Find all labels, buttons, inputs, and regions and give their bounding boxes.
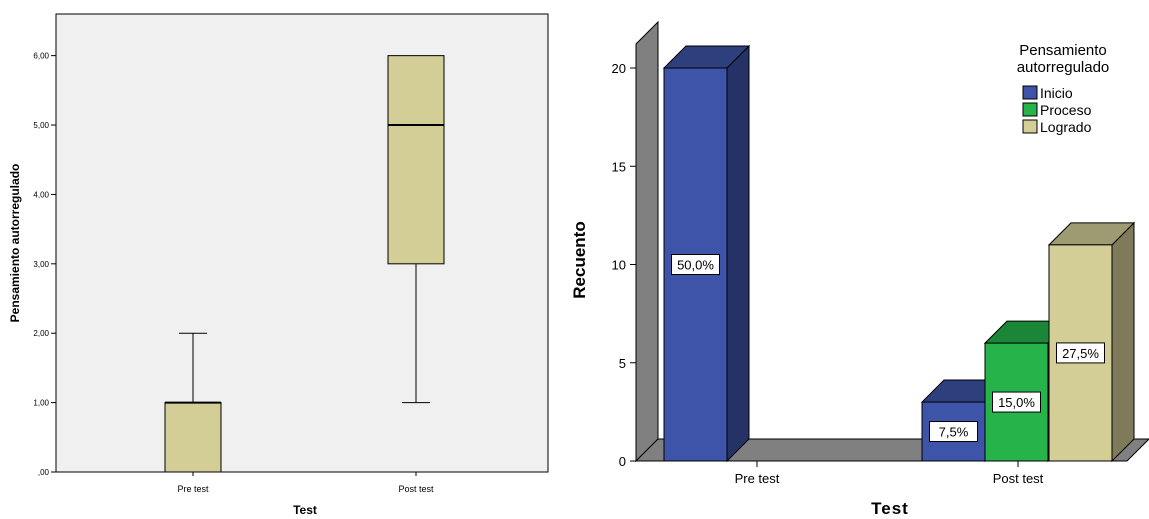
box-plot-area bbox=[55, 13, 549, 473]
box-y-tick-label: 2,00 bbox=[33, 329, 49, 338]
box-x-tick-label: Post test bbox=[398, 484, 434, 494]
bar-data-label: 50,0% bbox=[677, 258, 714, 273]
legend-title-line-2: autorregulado bbox=[1017, 59, 1110, 76]
box-x-tick-label: Pre test bbox=[177, 484, 209, 494]
bar-data-label-box bbox=[929, 421, 978, 443]
box-y-axis-label: Pensamiento autorregulado bbox=[8, 164, 22, 323]
bar-y-axis-label: Recuento bbox=[570, 221, 589, 298]
bar-data-label-box bbox=[992, 391, 1041, 413]
box-iqr bbox=[164, 402, 222, 473]
legend: Pensamiento autorregulado InicioProcesoL… bbox=[1017, 42, 1110, 135]
bar-chart: 0 5 10 15 20 Pre test Post test 50,0% 7,5% 15,0… bbox=[570, 20, 1149, 518]
bar-y-tick-label: 10 bbox=[612, 258, 626, 273]
bar-y-tick-label: 15 bbox=[612, 159, 626, 174]
bar-y-tick-label: 20 bbox=[612, 61, 626, 76]
legend-swatch bbox=[1022, 119, 1038, 134]
box-iqr bbox=[387, 55, 445, 265]
bar-side-face bbox=[1111, 221, 1135, 463]
bar-y-tick-label: 0 bbox=[619, 454, 626, 469]
legend-title-line-1: Pensamiento bbox=[1019, 42, 1107, 59]
legend-entry: Proceso bbox=[1040, 102, 1092, 118]
bar-data-label: 7,5% bbox=[939, 425, 969, 440]
bar-y-tick-label: 5 bbox=[619, 356, 626, 371]
bar-left-wall bbox=[635, 20, 659, 463]
box-y-tick-label: 4,00 bbox=[33, 190, 49, 199]
bar-x-axis-label: Test bbox=[871, 499, 909, 518]
bar-data-label-box bbox=[1056, 342, 1105, 364]
box-y-tick-label: 5,00 bbox=[33, 121, 49, 130]
legend-entry: Logrado bbox=[1040, 119, 1092, 135]
legend-entry: Inicio bbox=[1040, 85, 1073, 101]
bar-data-label-box bbox=[671, 254, 720, 275]
box-y-tick-label: 1,00 bbox=[33, 399, 49, 408]
box-plot-chart: ,00 1,00 2,00 3,00 4,00 5,00 6,00 Pre test Post… bbox=[8, 13, 549, 517]
bar-x-tick-label: Post test bbox=[993, 471, 1044, 486]
legend-swatch bbox=[1022, 85, 1038, 100]
box-y-tick-label: ,00 bbox=[38, 468, 50, 477]
bar-x-tick-label: Pre test bbox=[735, 471, 780, 486]
box-y-tick-label: 3,00 bbox=[33, 260, 49, 269]
bar-data-label: 15,0% bbox=[998, 395, 1035, 410]
box-y-tick-label: 6,00 bbox=[33, 52, 49, 61]
box-x-axis-label: Test bbox=[293, 503, 317, 517]
bar-side-face bbox=[726, 44, 750, 463]
bar-data-label: 27,5% bbox=[1062, 346, 1099, 361]
legend-swatch bbox=[1022, 102, 1038, 117]
